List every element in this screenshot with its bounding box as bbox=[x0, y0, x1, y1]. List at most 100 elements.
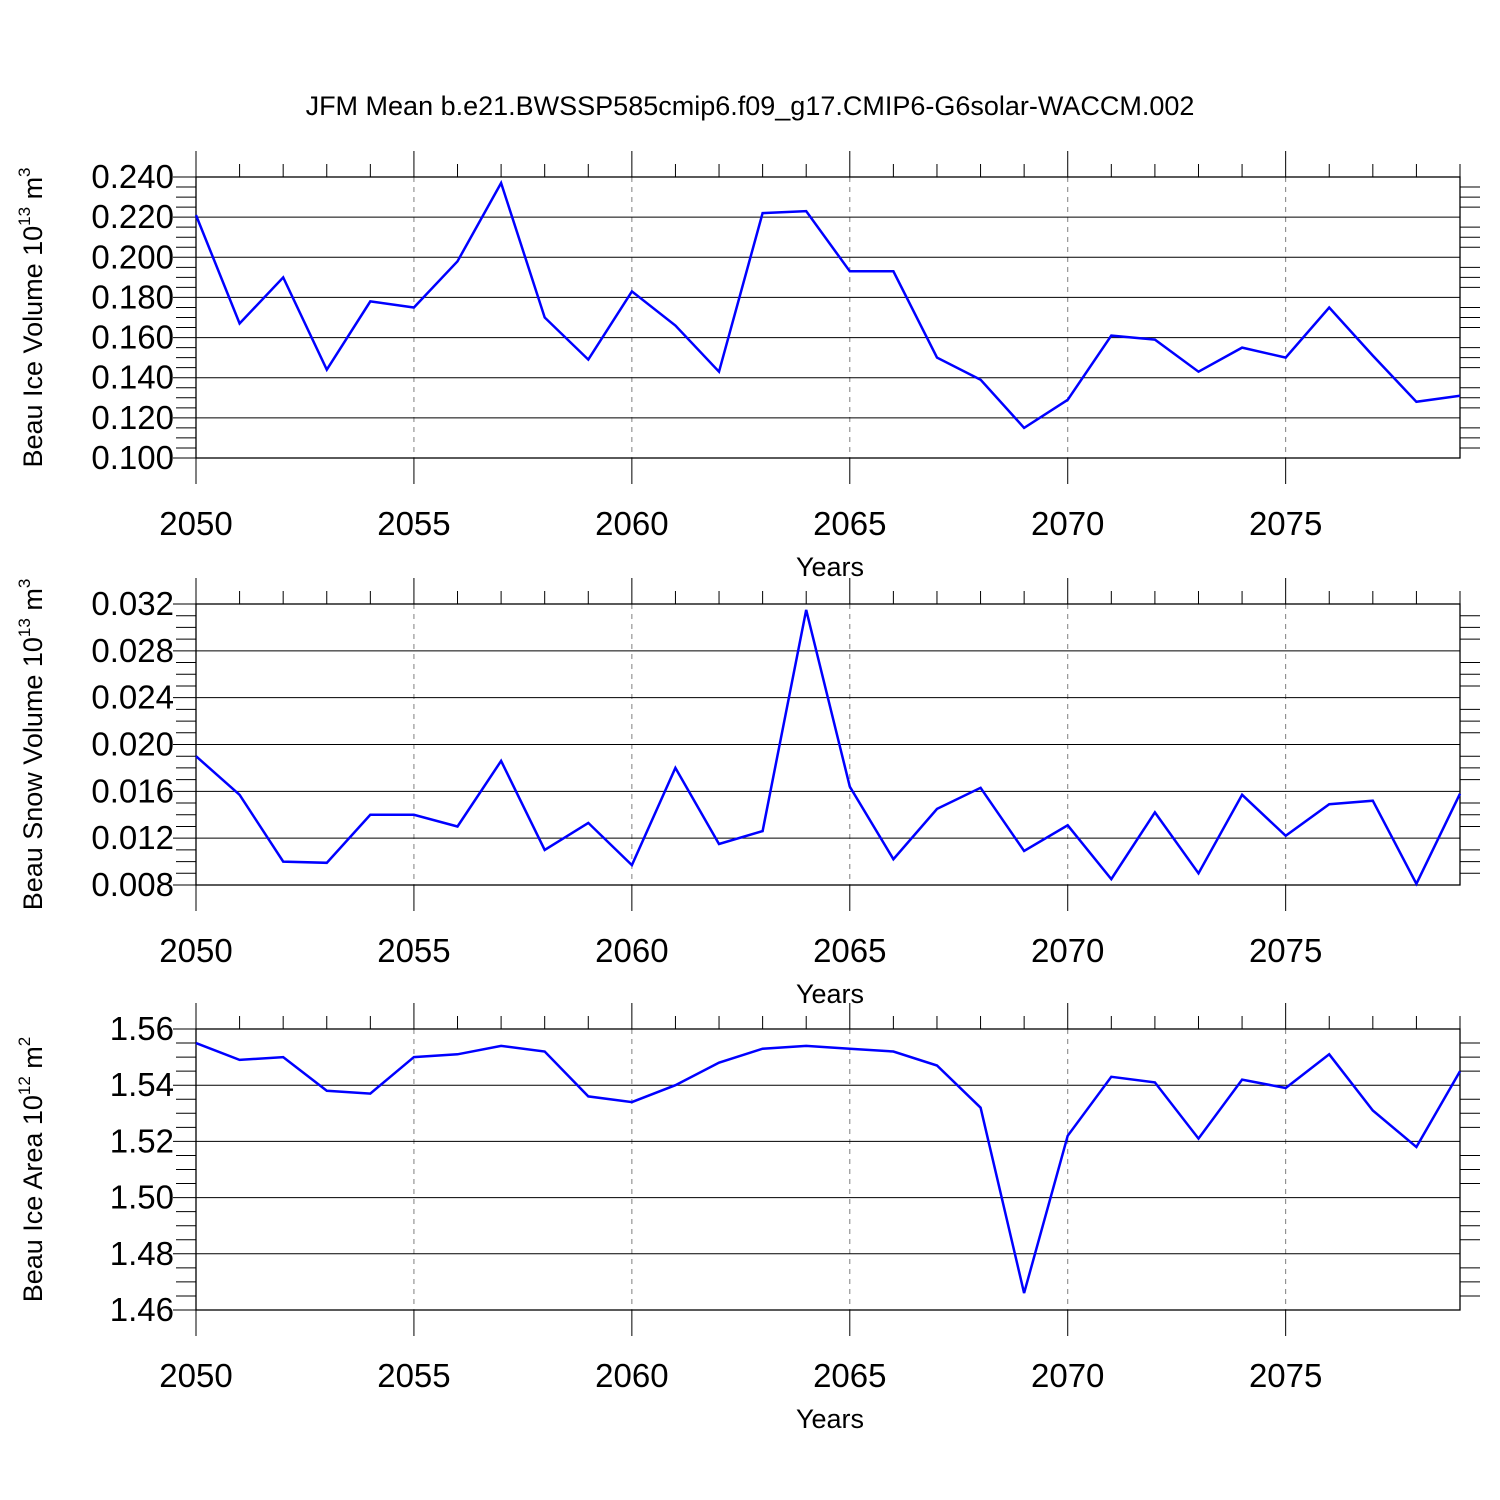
x-tick-label: 2050 bbox=[159, 932, 232, 969]
data-point bbox=[1241, 1079, 1243, 1081]
x-axis-label: Years bbox=[796, 979, 864, 1009]
data-point bbox=[1285, 1087, 1287, 1089]
data-point bbox=[326, 862, 328, 864]
data-point bbox=[718, 1062, 720, 1064]
x-tick-label: 2065 bbox=[813, 1357, 886, 1394]
chart-title: JFM Mean b.e21.BWSSP585cmip6.f09_g17.CMI… bbox=[306, 91, 1195, 121]
data-point bbox=[1154, 339, 1156, 341]
data-point bbox=[805, 210, 807, 212]
y-axis-label-part: m bbox=[18, 588, 48, 618]
x-axis-label: Years bbox=[796, 552, 864, 582]
data-point bbox=[805, 609, 807, 611]
data-point bbox=[587, 822, 589, 824]
data-point bbox=[1067, 824, 1069, 826]
x-axis-label: Years bbox=[796, 1404, 864, 1434]
data-point bbox=[762, 830, 764, 832]
y-axis-label-superscript: 3 bbox=[15, 167, 34, 176]
y-tick-label: 0.032 bbox=[91, 585, 174, 622]
x-tick-label: 2070 bbox=[1031, 1357, 1104, 1394]
data-point bbox=[631, 1101, 633, 1103]
y-tick-label: 0.024 bbox=[91, 679, 174, 716]
data-point bbox=[457, 260, 459, 262]
data-point bbox=[849, 1048, 851, 1050]
data-point bbox=[587, 359, 589, 361]
y-tick-label: 0.240 bbox=[91, 158, 174, 195]
data-point bbox=[936, 357, 938, 359]
data-point bbox=[544, 317, 546, 319]
y-axis-label-part: m bbox=[18, 1046, 48, 1076]
data-point bbox=[674, 1084, 676, 1086]
data-point bbox=[1372, 355, 1374, 357]
data-point bbox=[369, 814, 371, 816]
y-axis-label-part: Beau Snow Volume 10 bbox=[18, 637, 48, 910]
x-tick-label: 2075 bbox=[1249, 932, 1322, 969]
data-point bbox=[1415, 883, 1417, 885]
data-point bbox=[1415, 401, 1417, 403]
data-point bbox=[980, 787, 982, 789]
data-point bbox=[849, 270, 851, 272]
panel-3: 1.46 1.48 1.50 1.52 1.54 1.56 2050 2055 2060 2065… bbox=[15, 1003, 1480, 1434]
data-point bbox=[1197, 872, 1199, 874]
x-tick-label: 2050 bbox=[159, 505, 232, 542]
data-point bbox=[718, 371, 720, 373]
data-point bbox=[1023, 427, 1025, 429]
y-tick-label: 0.200 bbox=[91, 238, 174, 275]
data-point bbox=[239, 794, 241, 796]
data-point bbox=[674, 325, 676, 327]
y-axis-label-part: Beau Ice Volume 10 bbox=[18, 226, 48, 468]
data-point bbox=[762, 212, 764, 214]
data-point bbox=[1459, 793, 1461, 795]
data-point bbox=[892, 1050, 894, 1052]
y-axis-label-superscript: 3 bbox=[15, 579, 34, 588]
y-tick-label: 0.180 bbox=[91, 278, 174, 315]
data-point bbox=[1154, 811, 1156, 813]
y-tick-label: 0.020 bbox=[91, 726, 174, 763]
y-axis-label: Beau Ice Volume 1013 m3 bbox=[15, 167, 48, 467]
data-point bbox=[1023, 850, 1025, 852]
data-point bbox=[239, 1059, 241, 1061]
series-line bbox=[195, 609, 1462, 887]
y-tick-label: 0.028 bbox=[91, 632, 174, 669]
x-tick-label: 2055 bbox=[377, 505, 450, 542]
data-point bbox=[805, 1045, 807, 1047]
data-point bbox=[1459, 1070, 1461, 1072]
data-point bbox=[936, 1065, 938, 1067]
data-point bbox=[1110, 878, 1112, 880]
plot-frame bbox=[195, 176, 1461, 459]
data-point bbox=[1241, 347, 1243, 349]
y-axis-label: Beau Ice Area 1012 m2 bbox=[15, 1037, 48, 1303]
data-point bbox=[369, 1093, 371, 1095]
y-axis-label-part: Beau Ice Area 10 bbox=[18, 1095, 48, 1302]
data-point bbox=[500, 760, 502, 762]
x-tick-label: 2070 bbox=[1031, 505, 1104, 542]
data-point bbox=[1197, 371, 1199, 373]
data-point bbox=[457, 1053, 459, 1055]
y-tick-label: 0.220 bbox=[91, 198, 174, 235]
data-point bbox=[1328, 306, 1330, 308]
data-point bbox=[1328, 803, 1330, 805]
x-tick-label: 2050 bbox=[159, 1357, 232, 1394]
data-point bbox=[1285, 357, 1287, 359]
data-point bbox=[195, 1042, 197, 1044]
data-point bbox=[1154, 1081, 1156, 1083]
data-point bbox=[849, 786, 851, 788]
data-point bbox=[1241, 794, 1243, 796]
plot-frame bbox=[195, 603, 1461, 886]
y-tick-label: 1.50 bbox=[110, 1179, 174, 1216]
data-point bbox=[936, 808, 938, 810]
x-tick-label: 2065 bbox=[813, 505, 886, 542]
data-point bbox=[1372, 1109, 1374, 1111]
data-point bbox=[326, 369, 328, 371]
x-tick-label: 2055 bbox=[377, 932, 450, 969]
y-tick-label: 0.012 bbox=[91, 819, 174, 856]
data-point bbox=[1067, 399, 1069, 401]
y-tick-label: 1.52 bbox=[110, 1122, 174, 1159]
x-tick-label: 2075 bbox=[1249, 1357, 1322, 1394]
data-point bbox=[892, 858, 894, 860]
data-point bbox=[239, 323, 241, 325]
data-point bbox=[718, 843, 720, 845]
data-point bbox=[544, 1050, 546, 1052]
data-point bbox=[1197, 1138, 1199, 1140]
data-point bbox=[282, 861, 284, 863]
